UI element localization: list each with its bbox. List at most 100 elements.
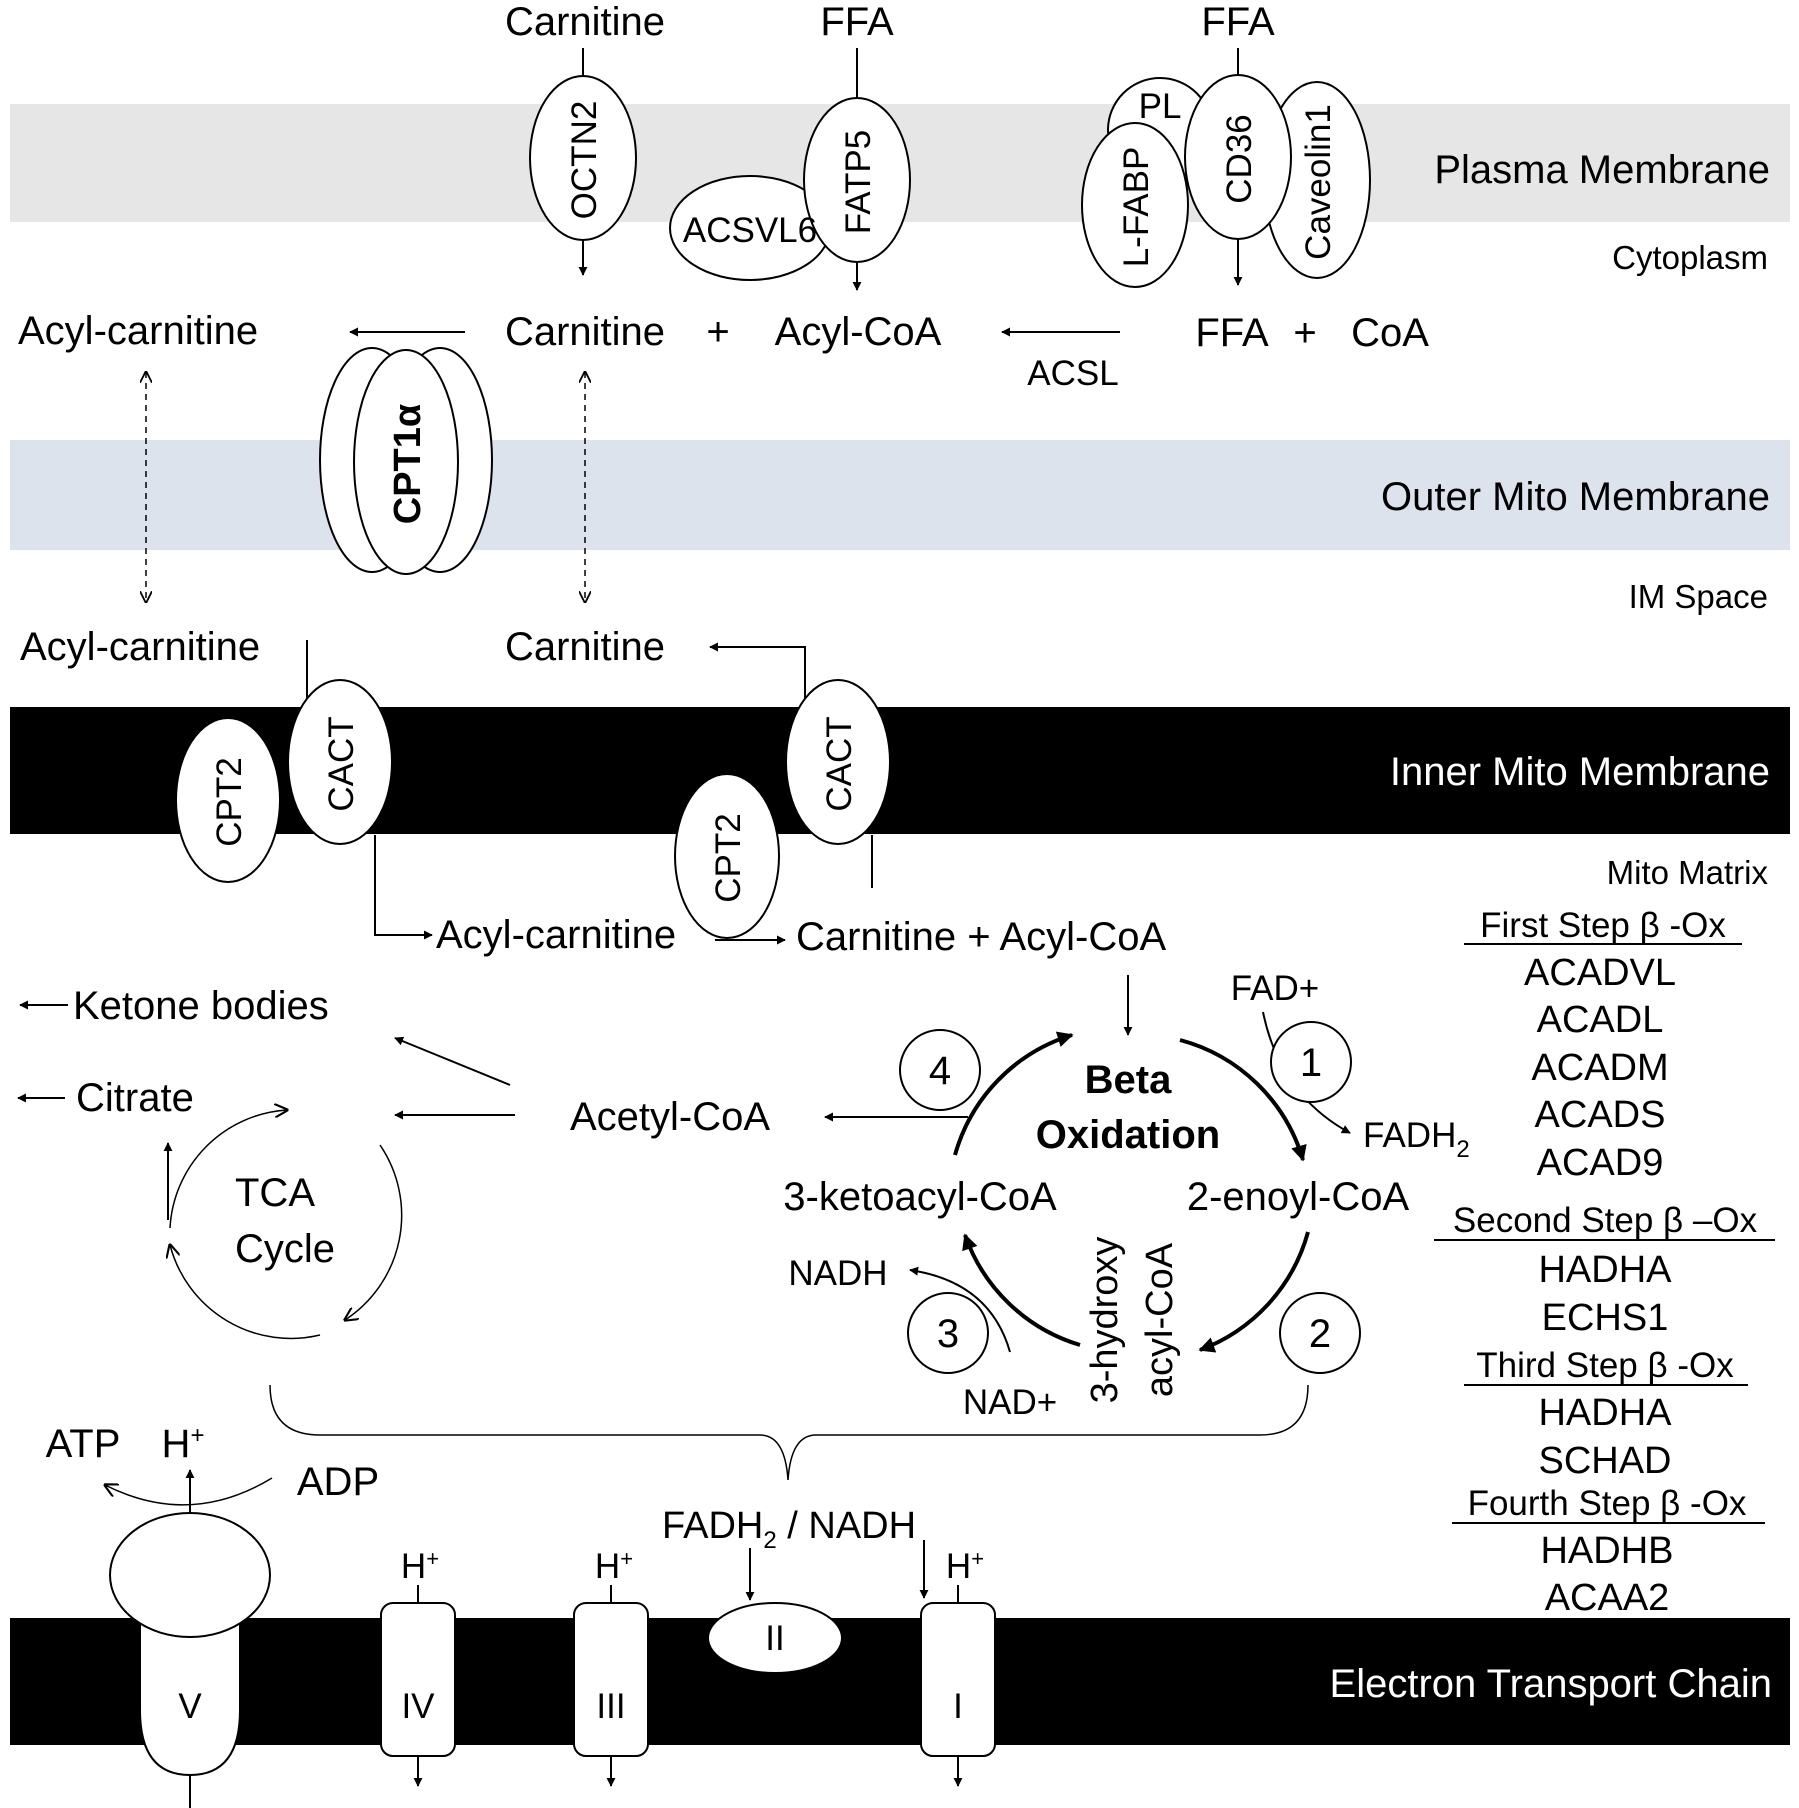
ffa-extracellular-2: FFA — [1201, 0, 1275, 44]
pl-label: PL — [1139, 87, 1182, 126]
h-plus-iv-main: H — [401, 1547, 426, 1586]
complex-iii — [573, 1602, 649, 1757]
l-fabp-label: L-FABP — [1117, 147, 1156, 268]
plasma-membrane-label: Plasma Membrane — [1434, 148, 1770, 192]
carnitine-acyl-coa-matrix: Carnitine + Acyl-CoA — [796, 915, 1166, 959]
outer-mito-membrane-label: Outer Mito Membrane — [1381, 475, 1770, 519]
h-plus-i-main: H — [946, 1547, 971, 1586]
tca-label-line2: Cycle — [235, 1227, 335, 1271]
fourth-step-enzyme-1: HADHB — [1540, 1530, 1673, 1572]
fourth-step-header: Fourth Step β -Ox — [1468, 1484, 1747, 1523]
second-step-enzyme-2: ECHS1 — [1542, 1297, 1669, 1339]
first-step-enzyme-5: ACAD9 — [1537, 1142, 1664, 1184]
beta-ox-arc-top-right — [1179, 1038, 1307, 1162]
cytoplasm-label: Cytoplasm — [1612, 239, 1768, 276]
second-step-header: Second Step β –Ox — [1453, 1201, 1758, 1240]
step-2-label: 2 — [1309, 1312, 1331, 1356]
complex-i — [920, 1602, 996, 1757]
step-4-label: 4 — [929, 1049, 951, 1093]
carnitine-extracellular: Carnitine — [505, 0, 665, 44]
tca-cycle-arc-1 — [169, 1110, 287, 1229]
step-3-label: 3 — [937, 1312, 959, 1356]
h-plus-iii-sup: + — [620, 1546, 633, 1571]
hydroxyacyl-coa-label-2: acyl-CoA — [1139, 1242, 1181, 1397]
complex-v-head — [109, 1512, 271, 1638]
outer-mito-membrane-band — [10, 440, 1790, 550]
first-step-enzyme-4: ACADS — [1535, 1094, 1666, 1136]
h-plus-i-sup: + — [971, 1546, 984, 1571]
cpt2-left-label: CPT2 — [210, 757, 249, 846]
complex-v-label: V — [178, 1687, 202, 1726]
h-plus-v: H+ — [162, 1422, 205, 1466]
beta-ox-arc-bottom — [962, 1233, 1081, 1347]
carnitine-cytoplasm: Carnitine — [505, 310, 665, 354]
first-step-enzyme-1: ACADVL — [1524, 952, 1676, 994]
tca-cycle-arc-3 — [170, 1245, 321, 1340]
first-step-enzyme-2: ACADL — [1537, 999, 1664, 1041]
cpt2-left — [175, 717, 281, 883]
complex-iii-label: III — [596, 1687, 625, 1726]
atp-label: ATP — [46, 1422, 121, 1466]
coa-cytoplasm: CoA — [1351, 311, 1429, 355]
cpt1a-lobe-center — [353, 349, 459, 575]
carnitine-im-space: Carnitine — [505, 625, 665, 669]
acsvl6-label: ACSVL6 — [683, 211, 817, 250]
third-step-enzyme-1: HADHA — [1538, 1392, 1672, 1434]
step-4-circle — [899, 1029, 981, 1111]
nad-label: NAD+ — [963, 1383, 1057, 1422]
h-plus-iii-main: H — [595, 1547, 620, 1586]
h-plus-v-sup: + — [190, 1422, 204, 1449]
ketone-bodies-label: Ketone bodies — [73, 984, 329, 1028]
acsl-enzyme-label: ACSL — [1027, 354, 1118, 393]
mito-matrix-label: Mito Matrix — [1607, 854, 1769, 891]
octn2-label: OCTN2 — [565, 101, 604, 220]
cact-left — [287, 679, 393, 845]
citrate-label: Citrate — [76, 1076, 194, 1120]
acyl-coa-cytoplasm: Acyl-CoA — [775, 310, 942, 354]
etc-label: Electron Transport Chain — [1330, 1662, 1772, 1706]
cd36-label: CD36 — [1220, 114, 1259, 203]
enoyl-coa-label: 2-enoyl-CoA — [1187, 1175, 1410, 1219]
fadh2-nadh-main: FADH — [662, 1505, 763, 1547]
beta-oxidation-label-1: Beta — [1085, 1058, 1172, 1102]
hydroxyacyl-coa-label-1: 3-hydroxy — [1084, 1237, 1126, 1404]
h-plus-iv-sup: + — [426, 1546, 439, 1571]
acyl-carnitine-matrix: Acyl-carnitine — [436, 913, 676, 957]
cact-right — [785, 679, 891, 845]
l-fabp-protein — [1081, 122, 1189, 288]
acyl-carnitine-cytoplasm: Acyl-carnitine — [18, 309, 258, 353]
step-2-circle — [1279, 1292, 1361, 1374]
step-3-circle — [907, 1292, 989, 1374]
cpt1a-label: CPT1α — [387, 404, 429, 525]
acyl-carnitine-im-space: Acyl-carnitine — [20, 625, 260, 669]
tca-label-line1: TCA — [235, 1171, 315, 1215]
im-space-label: IM Space — [1629, 578, 1768, 615]
complex-iv-label: IV — [401, 1687, 435, 1726]
third-step-enzyme-2: SCHAD — [1538, 1440, 1671, 1482]
fadh2-nadh-suffix: / NADH — [777, 1505, 916, 1547]
fourth-step-enzyme-2: ACAA2 — [1545, 1577, 1670, 1619]
fadh2-nadh-label: FADH2 / NADH — [662, 1505, 916, 1554]
acetyl-coa-label: Acetyl-CoA — [570, 1095, 770, 1139]
fadh2-nadh-subscript: 2 — [763, 1527, 776, 1554]
enzyme-list: First Step β -Ox ACADVL ACADL ACADM ACAD… — [1434, 906, 1775, 1619]
step-1-circle — [1270, 1021, 1352, 1103]
h-plus-i: H+ — [946, 1546, 984, 1586]
ffa-extracellular-1: FFA — [820, 0, 894, 44]
step-1-label: 1 — [1300, 1041, 1322, 1085]
second-step-enzyme-1: HADHA — [1538, 1249, 1672, 1291]
first-step-enzyme-3: ACADM — [1531, 1047, 1668, 1089]
inner-mito-membrane-label: Inner Mito Membrane — [1390, 750, 1770, 794]
cact-right-label: CACT — [820, 716, 859, 811]
nadh-label: NADH — [788, 1254, 887, 1293]
cact-left-label: CACT — [322, 716, 361, 811]
cpt2-right — [674, 773, 780, 939]
beta-ox-arc-left — [953, 1031, 1074, 1156]
h-plus-iv: H+ — [401, 1546, 439, 1586]
complex-iv — [380, 1602, 456, 1757]
first-step-header: First Step β -Ox — [1480, 906, 1726, 945]
beta-oxidation-label-2: Oxidation — [1036, 1113, 1220, 1157]
plus-sign-2: + — [1293, 311, 1316, 355]
fad-label: FAD+ — [1231, 969, 1320, 1008]
